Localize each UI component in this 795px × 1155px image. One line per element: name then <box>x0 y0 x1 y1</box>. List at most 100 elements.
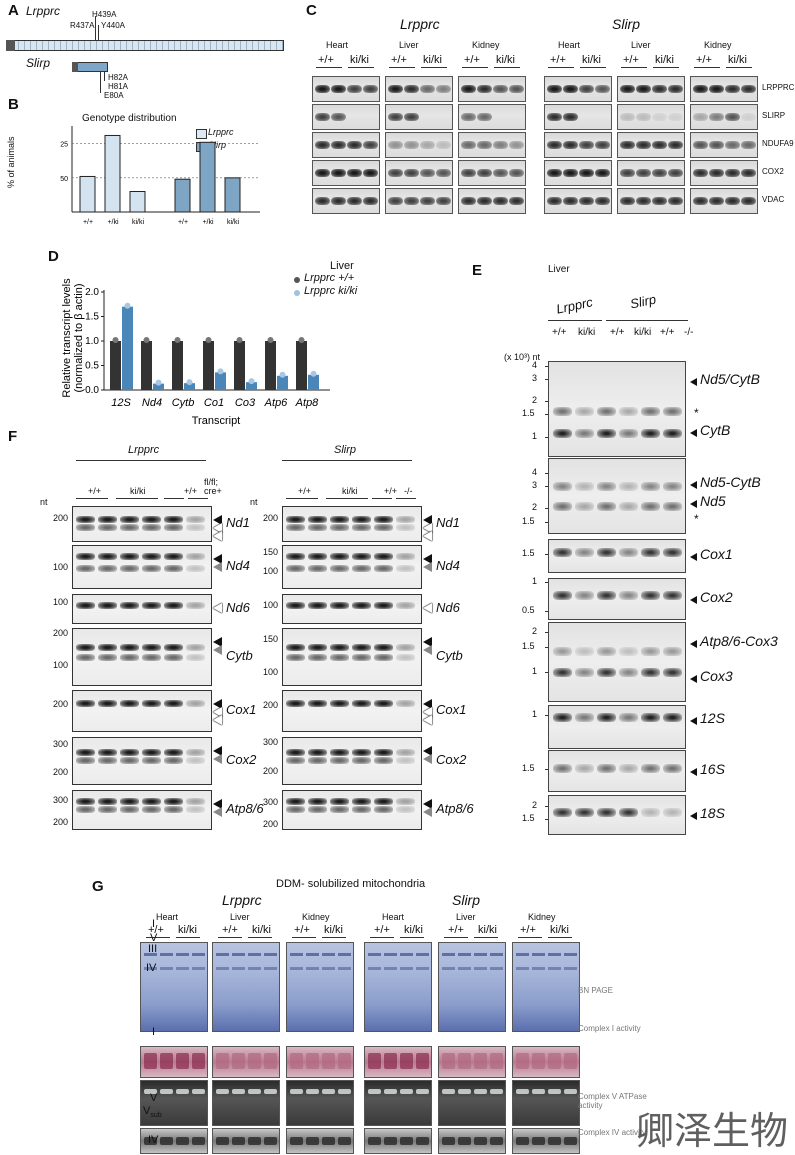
e-geno-label: -/- <box>684 327 694 338</box>
d-xtick: Cytb <box>172 397 195 409</box>
f-unit-right: nt <box>250 497 258 507</box>
c-blot <box>385 188 453 214</box>
panel-c-label: C <box>306 2 317 19</box>
e-blot <box>548 578 686 620</box>
g-cv-gel <box>364 1080 432 1126</box>
c-protein-label: COX2 <box>762 167 784 176</box>
c-geno-label: +/+ <box>696 54 712 66</box>
d-ylabel: Relative transcript levels(normalized to… <box>61 278 85 398</box>
f-gel-label: Nd4 <box>436 558 460 573</box>
c-blot <box>617 188 685 214</box>
f-tick: 200 <box>262 700 278 710</box>
g-side-bn: BN PAGE <box>578 986 613 995</box>
lrpprc-protein-bar <box>6 40 284 51</box>
d-xtick: Atp8 <box>295 397 320 409</box>
g-cv-gel <box>286 1080 354 1126</box>
d-ytick: 1.5 <box>85 312 99 323</box>
f-geno-label: ki/ki <box>130 486 146 496</box>
g-geno-label: ki/ki <box>324 924 343 936</box>
f-tick: 300 <box>52 739 68 749</box>
f-gel <box>282 690 422 732</box>
e-tick: 1 <box>532 431 538 441</box>
f-gel-label: Cox1 <box>436 702 467 717</box>
e-tick: 4 <box>532 467 538 477</box>
c-blot <box>458 132 526 158</box>
mut-y440a: Y440A <box>101 21 126 30</box>
mut-e80a: E80A <box>104 91 124 100</box>
e-blot <box>548 539 686 573</box>
g-civ-gel <box>212 1128 280 1154</box>
g-tissue-label: Heart <box>382 912 405 922</box>
e-blot <box>548 750 686 792</box>
panel-g-label: G <box>92 878 104 895</box>
c-blot <box>690 76 758 102</box>
d-bar-co3-1 <box>246 382 257 390</box>
c-geno-label: ki/ki <box>350 54 369 66</box>
g-title: DDM- solubilized mitochondria <box>276 878 426 890</box>
c-blot <box>617 132 685 158</box>
e-geno-label: +/+ <box>552 327 567 338</box>
e-geno-label: ki/ki <box>634 327 652 338</box>
d-bar-co3-0 <box>234 341 245 390</box>
g-side-cv: Complex V ATPase activity <box>578 1092 647 1110</box>
f-tick: 100 <box>262 566 278 576</box>
g-tissue-label: Liver <box>230 912 250 922</box>
c-blot <box>617 76 685 102</box>
f-geno-label: +/+ <box>384 486 398 496</box>
d-xtick: Co3 <box>235 397 256 409</box>
b-bar-lrpprc-1 <box>104 134 121 213</box>
e-transcript-label: Cox1 <box>700 546 733 562</box>
g-geno-label: ki/ki <box>550 924 569 936</box>
g-civ-gel <box>512 1128 580 1154</box>
c-protein-label: LRPPRC <box>762 83 795 92</box>
b-xtick: +/+ <box>83 219 93 226</box>
d-bar-cytb-0 <box>172 341 183 390</box>
f-tick: 200 <box>52 513 68 523</box>
g-ci-gel <box>512 1046 580 1078</box>
f-geno-label: +/+ <box>184 486 198 496</box>
g-civ-gel <box>438 1128 506 1154</box>
e-transcript-label: Cox3 <box>700 668 733 684</box>
c-blot <box>312 160 380 186</box>
c-blot <box>544 76 612 102</box>
e-transcript-label: Nd5 <box>700 493 726 509</box>
f-tick: 100 <box>262 600 278 610</box>
e-tick: 1.5 <box>522 408 535 418</box>
c-geno-label: +/+ <box>464 54 480 66</box>
c-blot <box>544 188 612 214</box>
c-protein-label: SLIRP <box>762 111 786 120</box>
g-tissue-label: Kidney <box>528 912 556 922</box>
e-transcript-label: Nd5/CytB <box>700 371 760 387</box>
f-gel <box>282 790 422 830</box>
g-civ-gel <box>364 1128 432 1154</box>
e-tick: 1 <box>532 709 538 719</box>
c-blot <box>617 104 685 130</box>
f-tick: 300 <box>262 737 278 747</box>
d-legend-title: Liver <box>330 260 354 272</box>
c-tissue-label: Kidney <box>472 40 500 50</box>
f-gel <box>72 628 212 686</box>
e-asterisk: * <box>694 512 699 526</box>
f-tick: 200 <box>262 819 278 829</box>
g-tissue-label: Kidney <box>302 912 330 922</box>
d-xtick: 12S <box>111 397 131 409</box>
c-blot <box>312 132 380 158</box>
e-tissue: Liver <box>548 264 570 275</box>
b-xtick: +/ki <box>107 219 119 226</box>
e-transcript-label: Nd5-CytB <box>700 474 761 490</box>
c-blot <box>544 160 612 186</box>
f-gel <box>72 545 212 589</box>
e-geno-label: ki/ki <box>578 327 596 338</box>
mut-h439a: H439A <box>92 10 117 19</box>
d-xtick: Co1 <box>204 397 224 409</box>
g-tissue-label: Liver <box>456 912 476 922</box>
e-tick: 1 <box>532 576 538 586</box>
f-group-lrpprc: Lrpprc <box>128 444 160 456</box>
f-unit-left: nt <box>40 497 48 507</box>
f-group-slirp: Slirp <box>334 444 357 456</box>
c-geno-label: +/+ <box>318 54 334 66</box>
c-geno-label: ki/ki <box>728 54 747 66</box>
legend-swatch-lrpprc <box>196 129 207 139</box>
f-gel <box>282 628 422 686</box>
c-geno-label: ki/ki <box>582 54 601 66</box>
